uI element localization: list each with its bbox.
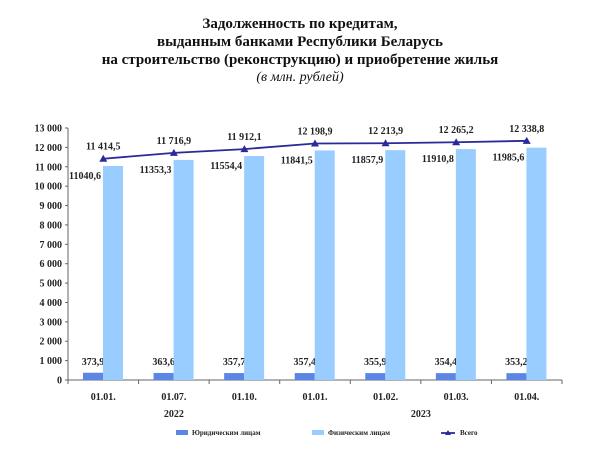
y-tick-label: 9 000 bbox=[40, 201, 63, 212]
bar-label-individuals: 11554,4 bbox=[210, 161, 242, 172]
bar-legal-entities bbox=[435, 373, 456, 380]
y-tick-label: 10 000 bbox=[35, 182, 63, 193]
y-tick-label: 12 000 bbox=[35, 143, 63, 154]
bar-label-legal-entities: 357,4 bbox=[293, 357, 316, 368]
bar-individuals bbox=[173, 159, 194, 380]
x-tick-label: 01.04. bbox=[514, 392, 540, 403]
legend-marker-total bbox=[445, 430, 451, 435]
y-tick-label: 1 000 bbox=[40, 356, 63, 367]
bar-individuals bbox=[455, 149, 476, 380]
bar-label-legal-entities: 357,7 bbox=[223, 357, 246, 368]
point-total bbox=[169, 148, 178, 156]
point-label-total: 12 213,9 bbox=[368, 126, 403, 137]
bar-individuals bbox=[103, 165, 123, 380]
point-label-total: 11 414,5 bbox=[86, 142, 120, 153]
bar-legal-entities bbox=[506, 373, 527, 380]
y-tick-label: 13 000 bbox=[35, 124, 63, 135]
bar-individuals bbox=[385, 150, 406, 380]
x-tick-label: 01.02. bbox=[373, 392, 399, 403]
x-tick-label: 01.07. bbox=[161, 392, 187, 403]
chart-title-line-1: Задолженность по кредитам, bbox=[202, 16, 398, 32]
year-label: 2022 bbox=[164, 409, 184, 420]
point-total bbox=[99, 154, 108, 162]
bar-legal-entities bbox=[365, 373, 386, 380]
point-total bbox=[452, 138, 461, 146]
point-label-total: 12 265,2 bbox=[439, 125, 474, 136]
x-tick-label: 01.03. bbox=[444, 392, 470, 403]
point-total bbox=[381, 139, 390, 147]
y-tick-label: 4 000 bbox=[40, 298, 63, 309]
bar-label-individuals: 11841,5 bbox=[281, 155, 313, 166]
year-label: 2023 bbox=[411, 409, 431, 420]
bar-label-individuals: 11985,6 bbox=[492, 153, 524, 164]
point-total bbox=[240, 145, 249, 153]
bar-legal-entities bbox=[224, 373, 245, 380]
bar-label-legal-entities: 373,9 bbox=[82, 357, 105, 368]
y-tick-label: 7 000 bbox=[40, 240, 63, 251]
bar-label-individuals: 11353,3 bbox=[140, 165, 172, 176]
legend-swatch-individuals bbox=[312, 430, 324, 435]
x-tick-label: 01.01. bbox=[91, 392, 117, 403]
bar-individuals bbox=[526, 147, 547, 380]
x-tick-label: 01.01. bbox=[303, 392, 329, 403]
point-label-total: 12 338,8 bbox=[509, 124, 544, 135]
point-label-total: 12 198,9 bbox=[298, 127, 333, 138]
bar-legal-entities bbox=[294, 373, 315, 380]
y-tick-label: 6 000 bbox=[40, 259, 63, 270]
legend-label-individuals: Физическим лицам bbox=[328, 429, 390, 437]
y-tick-label: 8 000 bbox=[40, 220, 63, 231]
y-tick-label: 2 000 bbox=[40, 337, 63, 348]
bar-legal-entities bbox=[153, 372, 174, 380]
chart-title-line-3: на строительство (реконструкцию) и приоб… bbox=[101, 52, 499, 68]
bar-label-legal-entities: 355,9 bbox=[364, 357, 387, 368]
point-total bbox=[311, 139, 319, 147]
legend-swatch-legal-entities bbox=[176, 430, 188, 435]
point-label-total: 11 716,9 bbox=[157, 136, 191, 147]
legend-label-legal-entities: Юридическим лицам bbox=[192, 429, 261, 437]
point-total bbox=[522, 136, 531, 144]
bar-label-individuals: 11040,6 bbox=[69, 171, 101, 182]
bar-label-individuals: 11910,8 bbox=[422, 154, 454, 165]
bar-label-legal-entities: 353,2 bbox=[505, 357, 528, 368]
bar-legal-entities bbox=[83, 372, 103, 380]
bar-individuals bbox=[244, 156, 265, 380]
y-tick-label: 5 000 bbox=[40, 279, 63, 290]
legend-label-total: Всего bbox=[460, 429, 478, 437]
x-tick-label: 01.10. bbox=[232, 392, 258, 403]
bar-label-individuals: 11857,9 bbox=[351, 155, 383, 166]
y-tick-label: 0 bbox=[57, 376, 62, 387]
bar-label-legal-entities: 363,6 bbox=[152, 357, 175, 368]
y-tick-label: 3 000 bbox=[40, 317, 63, 328]
bar-label-legal-entities: 354,4 bbox=[435, 357, 458, 368]
y-tick-label: 11 000 bbox=[35, 162, 62, 173]
chart-title-line-2: выданным банками Республики Беларусь bbox=[157, 34, 443, 50]
point-label-total: 11 912,1 bbox=[227, 132, 261, 143]
chart-subtitle: (в млн. рублей) bbox=[256, 70, 344, 85]
bar-individuals bbox=[314, 150, 335, 380]
